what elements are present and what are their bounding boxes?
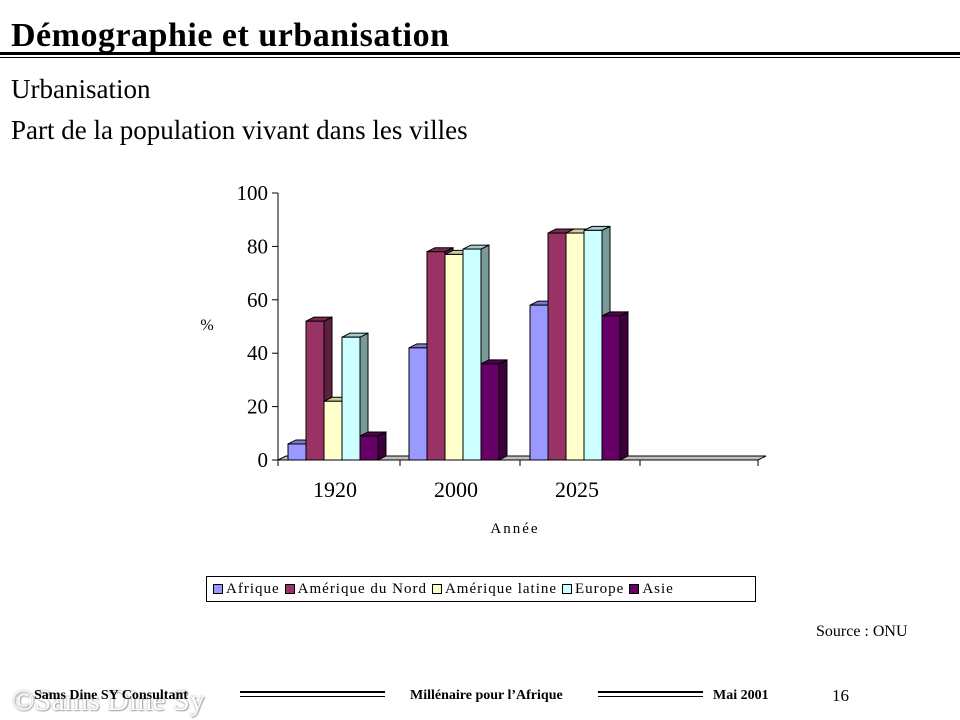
legend-item: Amérique latine: [431, 580, 558, 598]
footer-rule-right: [598, 691, 703, 693]
footer-rule-left-thin: [240, 696, 385, 697]
footer-author: Sams Dine SY Consultant: [34, 688, 188, 703]
x-tick-label: 2000: [434, 477, 478, 502]
bar: [601, 311, 629, 461]
y-axis-label: %: [200, 317, 213, 334]
legend-swatch: [431, 584, 442, 594]
legend-item: Afrique: [213, 581, 280, 598]
legend-label: Europe: [575, 580, 625, 597]
legend-label: Amérique du Nord: [297, 580, 427, 597]
legend-swatch: [213, 584, 223, 594]
y-tick-label: 100: [237, 181, 269, 205]
legend-swatch: [284, 584, 295, 594]
legend-label: Amérique latine: [444, 580, 558, 597]
watermark: ©Sams Dine Sy: [12, 684, 205, 717]
footer-center: Millénaire pour l’Afrique: [410, 688, 563, 703]
bar: [359, 431, 387, 461]
legend-label: Afrique: [226, 580, 280, 597]
y-tick-label: 60: [247, 288, 268, 312]
y-tick-label: 20: [247, 395, 268, 419]
x-tick-label: 1920: [313, 477, 357, 502]
bar: [341, 332, 369, 461]
subtitle-line-1: Urbanisation: [11, 74, 151, 104]
footer-rule-right-thin: [598, 696, 703, 697]
x-tick-label: 2025: [555, 477, 599, 502]
title-rule-thin: [0, 57, 960, 58]
legend-swatch: [562, 584, 573, 594]
legend-item: Asie: [629, 581, 674, 598]
chart-legend: Afrique Amérique du Nord Amérique latine Eu…: [206, 576, 756, 602]
source-note: Source : ONU: [816, 623, 908, 640]
legend-swatch: [629, 584, 640, 594]
footer-rule-left: [240, 691, 385, 693]
slide-title: Démographie et urbanisation: [11, 17, 450, 54]
title-rule: [0, 52, 960, 55]
y-tick-label: 40: [247, 341, 268, 365]
legend-item: Amérique du Nord: [284, 580, 427, 598]
legend-label: Asie: [642, 580, 674, 597]
y-tick-label: 0: [258, 448, 269, 472]
footer-date: Mai 2001: [713, 688, 769, 703]
subtitle-line-2: Part de la population vivant dans les vi…: [11, 115, 468, 145]
legend-item: Europe: [562, 581, 624, 598]
y-tick-label: 80: [247, 234, 268, 258]
page-number: 16: [832, 686, 849, 705]
bar: [480, 359, 508, 461]
x-axis-label: Année: [490, 521, 539, 537]
